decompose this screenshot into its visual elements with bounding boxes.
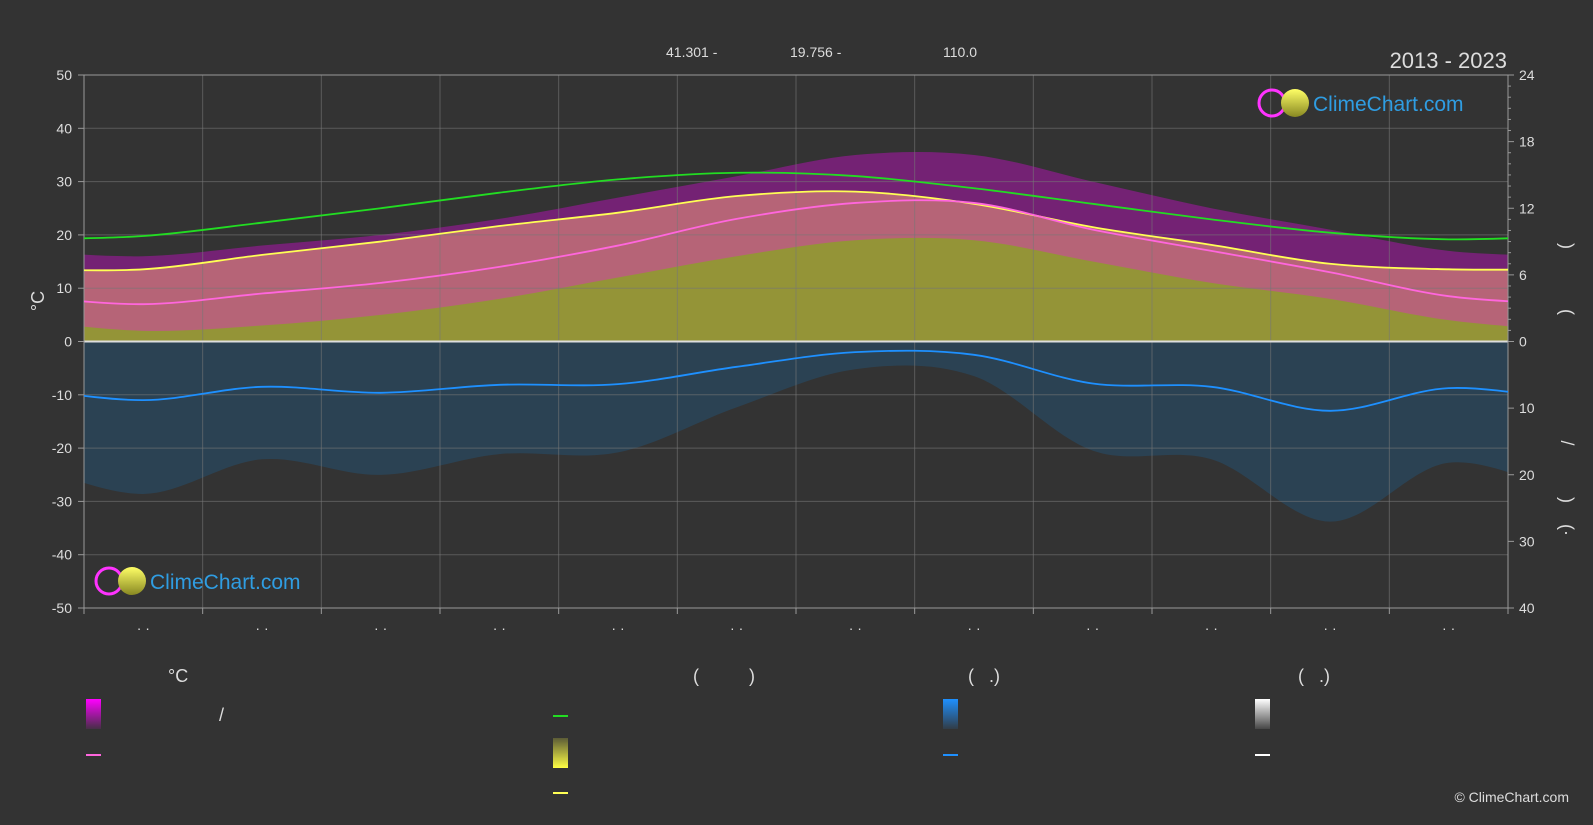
brand-name-top: ClimeChart.com (1313, 93, 1464, 116)
year-range: 2013 - 2023 (1390, 48, 1507, 73)
right-bottom-tick-label: 10 (1519, 400, 1535, 416)
sunshine-hours-line (84, 190, 1508, 272)
latitude-label: 41.301 - (666, 44, 718, 60)
x-tick-label: · · (137, 620, 150, 636)
series-lines (84, 171, 1508, 412)
x-tick-label: · · (967, 620, 980, 636)
logo-globe-icon (1281, 89, 1309, 117)
left-tick-label: -50 (52, 600, 72, 616)
legend-swatch-sunshine (553, 738, 568, 768)
brand-logo-top: ClimeChart.com (1257, 88, 1464, 118)
x-tick-label: · · (1086, 620, 1099, 636)
right-axis-mark-5: (· (1557, 524, 1577, 536)
right-bottom-tick-label: 20 (1519, 467, 1535, 483)
logo-globe-icon (118, 567, 146, 595)
legend-swatch-snow (1255, 699, 1270, 729)
copyright: © ClimeChart.com (1454, 789, 1569, 805)
right-top-tick-label: 12 (1519, 200, 1535, 216)
elevation-label: 110.0 (943, 44, 977, 60)
legend-swatch-temperature-range (86, 699, 101, 729)
x-tick-label: · · (1205, 620, 1218, 636)
daylight-hours-line (84, 171, 1508, 241)
right-axis-mark-2: ( (1557, 309, 1577, 315)
left-tick-label: 40 (56, 120, 72, 136)
mean-precipitation-line (84, 349, 1508, 412)
right-bottom-tick-label: 30 (1519, 533, 1535, 549)
left-tick-label: 20 (56, 227, 72, 243)
left-tick-label: 50 (56, 67, 72, 83)
longitude-label: 19.756 - (790, 44, 842, 60)
right-axis-mark-1: ) (1557, 243, 1577, 249)
mean-temperature-line (84, 199, 1508, 306)
right-top-tick-label: 0 (1519, 334, 1527, 350)
x-tick-label: · · (730, 620, 743, 636)
left-tick-label: 0 (64, 334, 72, 350)
x-tick-label: · · (611, 620, 624, 636)
grid (83, 74, 1509, 609)
left-tick-label: -40 (52, 547, 72, 563)
legend-swatch-precipitation (943, 699, 958, 729)
left-axis-unit: °C (28, 291, 48, 311)
right-axis-mark-4: ) (1557, 497, 1577, 503)
x-tick-label: · · (849, 620, 862, 636)
axes: 50 40 30 20 10 0 -10 -20 -30 -40 -50 24 18 12 6 0 10 20 30… (52, 67, 1535, 636)
left-tick-label: -10 (52, 387, 72, 403)
legend: °C ( ) ( .) ( .) / (86, 666, 1330, 794)
x-tick-label: · · (255, 620, 268, 636)
legend-label-temperature-range: / (219, 705, 224, 725)
brand-name-bottom: ClimeChart.com (150, 571, 301, 594)
x-tick-label: · · (493, 620, 506, 636)
legend-header-temperature: °C (168, 666, 188, 686)
left-tick-label: 10 (56, 280, 72, 296)
x-tick-label: · · (1442, 620, 1455, 636)
right-top-tick-label: 6 (1519, 267, 1527, 283)
legend-header-sun: ( ) (693, 666, 755, 686)
right-axis-mark-3: / (1557, 440, 1577, 445)
brand-logo-bottom: ClimeChart.com (94, 566, 301, 596)
right-bottom-tick-label: 40 (1519, 600, 1535, 616)
left-tick-label: -20 (52, 440, 72, 456)
left-tick-label: -30 (52, 493, 72, 509)
legend-header-snow: ( .) (1298, 666, 1330, 686)
legend-header-rain: ( .) (968, 666, 1000, 686)
x-tick-label: · · (374, 620, 387, 636)
left-tick-label: 30 (56, 174, 72, 190)
right-top-tick-label: 24 (1519, 67, 1535, 83)
right-top-tick-label: 18 (1519, 134, 1535, 150)
x-tick-label: · · (1323, 620, 1336, 636)
